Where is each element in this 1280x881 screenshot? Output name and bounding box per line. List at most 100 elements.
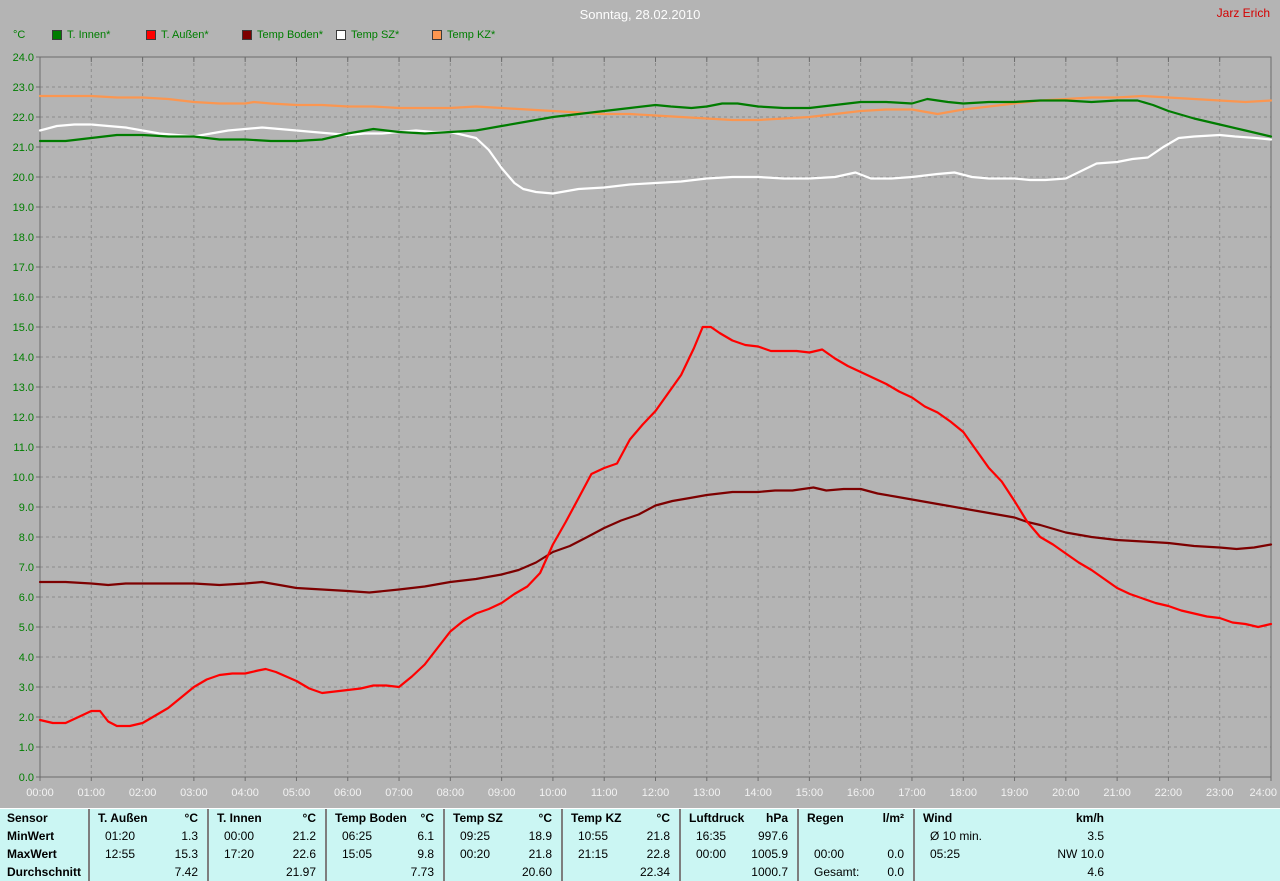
- cell-value: 21.2: [292, 829, 316, 843]
- cell-value: 0.0: [887, 847, 904, 861]
- cell-time: 06:25: [342, 829, 373, 843]
- svg-text:19:00: 19:00: [1001, 787, 1029, 799]
- legend-label-4: Temp KZ*: [447, 29, 496, 41]
- svg-text:15:00: 15:00: [796, 787, 824, 799]
- svg-text:20:00: 20:00: [1052, 787, 1080, 799]
- y-axis-unit-label: °C: [13, 29, 26, 41]
- legend-swatch-0: [52, 30, 62, 40]
- cell-time: 05:25: [930, 847, 961, 861]
- cell-time: 01:20: [105, 829, 136, 843]
- row-label-durchschnitt: Durchschnitt: [7, 865, 82, 879]
- svg-text:7.0: 7.0: [19, 562, 34, 574]
- cell-time: Gesamt:: [814, 865, 860, 879]
- row-label-maxwert: MaxWert: [7, 847, 57, 861]
- legend-swatch-1: [146, 30, 156, 40]
- cell-value: 997.6: [757, 829, 788, 843]
- table-cell-row-1: 01:20 1.3: [90, 827, 207, 845]
- svg-text:01:00: 01:00: [78, 787, 106, 799]
- table-column-temp-boden: Temp Boden °C 06:25 6.1 15:05 9.8 7.73: [325, 809, 443, 881]
- sensor-name: T. Innen: [217, 811, 262, 825]
- table-column-wind: Wind km/h Ø 10 min. 3.5 05:25 NW 10.0 4.6: [913, 809, 1113, 881]
- cell-time: 15:05: [342, 847, 373, 861]
- cell-time: 00:20: [460, 847, 491, 861]
- user-name: Jarz Erich: [1216, 6, 1270, 20]
- svg-text:18:00: 18:00: [949, 787, 977, 799]
- svg-text:15.0: 15.0: [13, 322, 34, 334]
- table-column-temp-sz: Temp SZ °C 09:25 18.9 00:20 21.8 20.60: [443, 809, 561, 881]
- table-column-t-innen: T. Innen °C 00:00 21.2 17:20 22.6 21.97: [207, 809, 325, 881]
- svg-text:4.0: 4.0: [19, 652, 34, 664]
- series-t-au-en: [38, 325, 1273, 728]
- cell-time: 12:55: [105, 847, 136, 861]
- table-cell-row-0: Temp SZ °C: [445, 809, 561, 827]
- table-column-luftdruck: Luftdruck hPa 16:35 997.6 00:00 1005.9 1000.7: [679, 809, 797, 881]
- svg-text:8.0: 8.0: [19, 532, 34, 544]
- cell-time: [209, 863, 224, 881]
- sensor-unit: °C: [184, 811, 198, 825]
- svg-text:04:00: 04:00: [231, 787, 259, 799]
- sensor-name: Regen: [807, 811, 844, 825]
- grid-lines: [40, 57, 1271, 777]
- svg-text:5.0: 5.0: [19, 622, 34, 634]
- svg-text:09:00: 09:00: [488, 787, 516, 799]
- cell-time: [90, 863, 105, 881]
- svg-text:0.0: 0.0: [19, 772, 34, 784]
- cell-value: 3.5: [1087, 829, 1104, 843]
- cell-value: 1005.9: [751, 847, 788, 861]
- table-cell-row-3: 20.60: [445, 863, 561, 881]
- legend: T. Innen* T. Außen* Temp Boden* Temp SZ* Tem…: [0, 28, 1280, 44]
- cell-value: 7.73: [410, 865, 434, 879]
- cell-value: 22.34: [639, 865, 670, 879]
- table-cell-row-2: 05:25 NW 10.0: [915, 845, 1113, 863]
- row-label-sensor: Sensor: [7, 811, 48, 825]
- series-temp-boden: [38, 486, 1273, 594]
- svg-text:21:00: 21:00: [1103, 787, 1131, 799]
- cell-time: [915, 863, 930, 881]
- table-column-row-labels: Sensor MinWert MaxWert Durchschnitt: [0, 809, 88, 881]
- legend-label-2: Temp Boden*: [257, 29, 324, 41]
- sensor-unit: °C: [302, 811, 316, 825]
- cell-value: 6.1: [417, 829, 434, 843]
- cell-time: Ø 10 min.: [930, 829, 983, 843]
- svg-text:9.0: 9.0: [19, 502, 34, 514]
- table-cell-row-1: 16:35 997.6: [681, 827, 797, 845]
- svg-text:1.0: 1.0: [19, 742, 34, 754]
- cell-time: 17:20: [224, 847, 255, 861]
- table-cell-row-0: T. Innen °C: [209, 809, 325, 827]
- svg-text:14:00: 14:00: [744, 787, 772, 799]
- svg-text:11.0: 11.0: [13, 442, 34, 454]
- cell-time: 09:25: [460, 829, 491, 843]
- table-cell-row-1: 00:00 21.2: [209, 827, 325, 845]
- svg-text:24:00: 24:00: [1249, 787, 1277, 799]
- svg-text:23:00: 23:00: [1206, 787, 1234, 799]
- sensor-name: T. Außen: [98, 811, 148, 825]
- svg-text:23.0: 23.0: [13, 82, 34, 94]
- svg-text:3.0: 3.0: [19, 682, 34, 694]
- y-axis-labels: 0.0 1.0 2.0 3.0 4.0 5.0 6.0 7.0 8.0 9.0 10.0 11.0 12…: [13, 52, 34, 784]
- legend-swatch-3: [336, 30, 346, 40]
- cell-value: 9.8: [417, 847, 434, 861]
- sensor-unit: °C: [656, 811, 670, 825]
- cell-value: 15.3: [174, 847, 198, 861]
- table-cell-row-2: 00:00 1005.9: [681, 845, 797, 863]
- table-cell-row-1: [799, 827, 913, 845]
- cell-time: [563, 863, 578, 881]
- table-cell-row-0: Regen l/m²: [799, 809, 913, 827]
- cell-time: [799, 827, 814, 845]
- cell-time: 00:00: [814, 847, 845, 861]
- svg-text:24.0: 24.0: [13, 52, 34, 64]
- sensor-name: Temp Boden: [335, 811, 407, 825]
- svg-text:2.0: 2.0: [19, 712, 34, 724]
- table-cell-row-2: 00:00 0.0: [799, 845, 913, 863]
- cell-time: 00:00: [696, 847, 727, 861]
- cell-value: NW 10.0: [1057, 847, 1104, 861]
- svg-text:07:00: 07:00: [385, 787, 413, 799]
- series-t-innen: [38, 97, 1273, 143]
- svg-text:17:00: 17:00: [898, 787, 926, 799]
- svg-text:21.0: 21.0: [13, 142, 34, 154]
- axis-ticks: [36, 56, 1272, 781]
- cell-value: 20.60: [521, 865, 552, 879]
- table-column-temp-kz: Temp KZ °C 10:55 21.8 21:15 22.8 22.34: [561, 809, 679, 881]
- cell-value: 21.8: [646, 829, 670, 843]
- sensor-name: Temp SZ: [453, 811, 503, 825]
